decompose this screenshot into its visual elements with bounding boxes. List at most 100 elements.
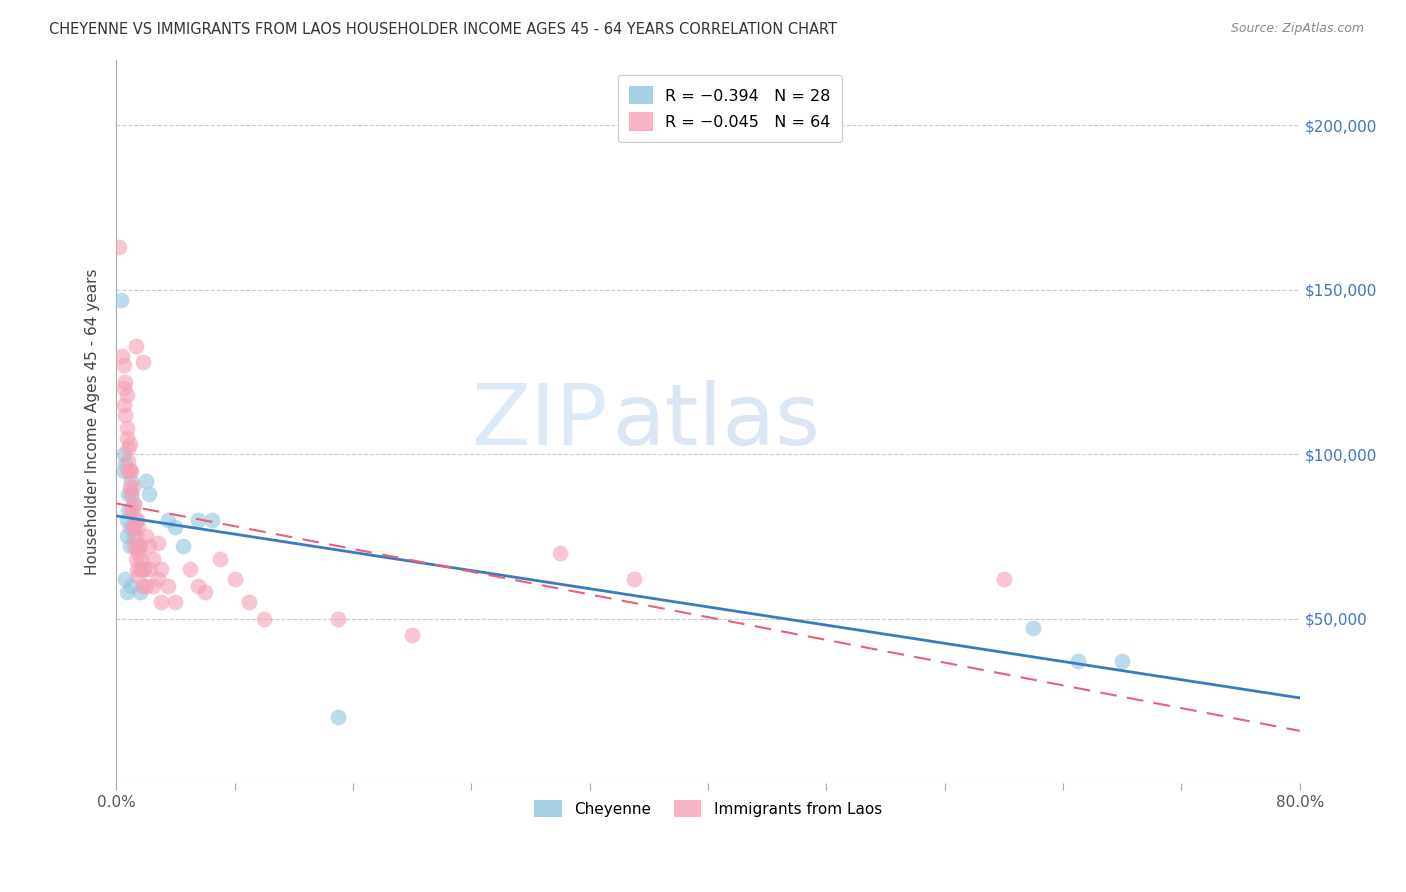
Point [149, 595, 172, 609]
Point [127, 519, 149, 533]
Point [124, 552, 146, 566]
Point [120, 464, 142, 478]
Point [138, 486, 160, 500]
Point [117, 464, 139, 478]
Point [146, 572, 169, 586]
Point [117, 454, 139, 468]
Point [1111, 654, 1133, 668]
Point [165, 519, 187, 533]
Y-axis label: Householder Income Ages 45 - 64 years: Householder Income Ages 45 - 64 years [86, 268, 100, 574]
Point [146, 536, 169, 550]
Point [124, 339, 146, 353]
Point [117, 486, 139, 500]
Point [142, 579, 165, 593]
Point [115, 513, 138, 527]
Point [125, 562, 148, 576]
Point [117, 441, 139, 455]
Point [208, 552, 231, 566]
Point [157, 513, 180, 527]
Point [115, 388, 138, 402]
Point [112, 359, 135, 373]
Point [328, 612, 350, 626]
Point [1022, 622, 1045, 636]
Point [194, 585, 217, 599]
Point [120, 579, 142, 593]
Point [238, 595, 260, 609]
Point [120, 486, 142, 500]
Point [548, 546, 571, 560]
Point [108, 240, 131, 254]
Point [165, 595, 187, 609]
Point [122, 519, 145, 533]
Legend: Cheyenne, Immigrants from Laos: Cheyenne, Immigrants from Laos [524, 791, 891, 826]
Point [125, 513, 148, 527]
Point [122, 496, 145, 510]
Point [122, 529, 145, 543]
Point [120, 503, 142, 517]
Point [187, 513, 209, 527]
Point [328, 710, 350, 724]
Text: atlas: atlas [613, 380, 821, 463]
Point [120, 474, 142, 488]
Point [135, 529, 157, 543]
Point [112, 447, 135, 461]
Text: CHEYENNE VS IMMIGRANTS FROM LAOS HOUSEHOLDER INCOME AGES 45 - 64 YEARS CORRELATI: CHEYENNE VS IMMIGRANTS FROM LAOS HOUSEHO… [49, 22, 837, 37]
Point [115, 421, 138, 435]
Point [253, 612, 276, 626]
Point [127, 569, 149, 583]
Point [134, 562, 156, 576]
Point [124, 513, 146, 527]
Point [187, 579, 209, 593]
Point [115, 585, 138, 599]
Point [172, 539, 194, 553]
Point [135, 474, 157, 488]
Point [142, 552, 165, 566]
Point [127, 546, 149, 560]
Point [112, 464, 135, 478]
Point [138, 539, 160, 553]
Point [129, 539, 152, 553]
Point [115, 431, 138, 445]
Point [993, 572, 1015, 586]
Point [115, 529, 138, 543]
Point [124, 529, 146, 543]
Point [129, 562, 152, 576]
Point [121, 480, 143, 494]
Point [112, 398, 135, 412]
Point [129, 585, 152, 599]
Point [118, 539, 141, 553]
Point [132, 562, 155, 576]
Point [131, 552, 153, 566]
Point [112, 381, 135, 395]
Point [224, 572, 246, 586]
Point [157, 579, 180, 593]
Point [401, 628, 423, 642]
Text: Source: ZipAtlas.com: Source: ZipAtlas.com [1230, 22, 1364, 36]
Point [118, 519, 141, 533]
Point [125, 539, 148, 553]
Point [135, 579, 157, 593]
Point [623, 572, 645, 586]
Point [118, 464, 141, 478]
Point [120, 486, 142, 500]
Point [1067, 654, 1090, 668]
Point [114, 408, 136, 422]
Point [111, 349, 134, 363]
Point [179, 562, 201, 576]
Point [121, 519, 143, 533]
Point [122, 539, 145, 553]
Point [149, 562, 172, 576]
Point [110, 293, 132, 307]
Point [121, 503, 143, 517]
Point [114, 572, 136, 586]
Point [127, 539, 149, 553]
Point [117, 503, 139, 517]
Point [114, 375, 136, 389]
Point [122, 496, 145, 510]
Text: ZIP: ZIP [471, 380, 607, 463]
Point [114, 457, 136, 471]
Point [138, 562, 160, 576]
Point [132, 355, 155, 369]
Point [132, 579, 155, 593]
Point [118, 480, 141, 494]
